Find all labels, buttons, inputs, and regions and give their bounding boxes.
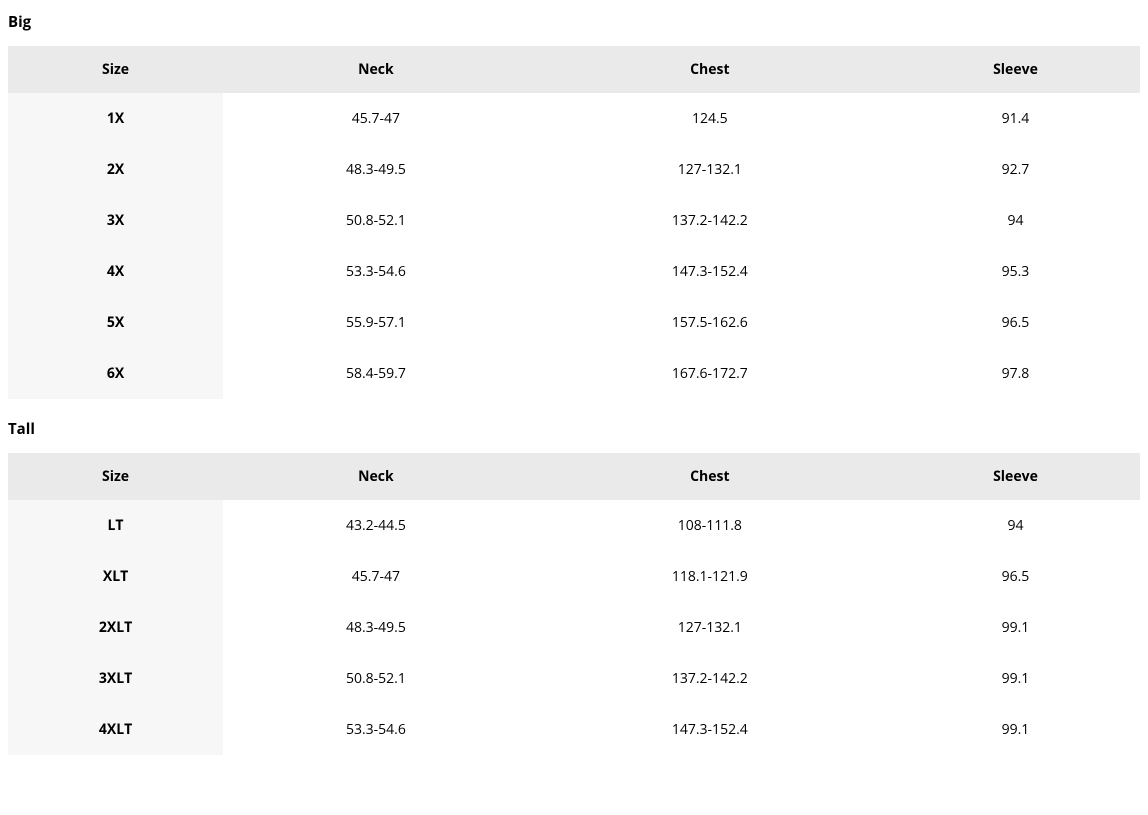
sleeve-cell: 95.3	[891, 246, 1140, 297]
col-header-sleeve: Sleeve	[891, 46, 1140, 93]
table-row: 6X 58.4-59.7 167.6-172.7 97.8	[8, 348, 1140, 399]
table-row: 4X 53.3-54.6 147.3-152.4 95.3	[8, 246, 1140, 297]
sleeve-cell: 92.7	[891, 144, 1140, 195]
table-row: 3X 50.8-52.1 137.2-142.2 94	[8, 195, 1140, 246]
col-header-size: Size	[8, 46, 223, 93]
table-row: 4XLT 53.3-54.6 147.3-152.4 99.1	[8, 704, 1140, 755]
neck-cell: 45.7-47	[223, 551, 529, 602]
section-heading-tall: Tall	[8, 419, 1140, 439]
size-cell: 2X	[8, 144, 223, 195]
size-table-big: Size Neck Chest Sleeve 1X 45.7-47 124.5 …	[8, 46, 1140, 399]
chest-cell: 127-132.1	[529, 602, 891, 653]
chest-cell: 147.3-152.4	[529, 246, 891, 297]
size-cell: 4X	[8, 246, 223, 297]
table-row: 2XLT 48.3-49.5 127-132.1 99.1	[8, 602, 1140, 653]
table-row: 1X 45.7-47 124.5 91.4	[8, 93, 1140, 144]
table-header-row: Size Neck Chest Sleeve	[8, 46, 1140, 93]
table-header-row: Size Neck Chest Sleeve	[8, 453, 1140, 500]
chest-cell: 118.1-121.9	[529, 551, 891, 602]
size-cell: 4XLT	[8, 704, 223, 755]
size-cell: LT	[8, 500, 223, 551]
sleeve-cell: 97.8	[891, 348, 1140, 399]
size-cell: 3XLT	[8, 653, 223, 704]
sleeve-cell: 96.5	[891, 297, 1140, 348]
chest-cell: 167.6-172.7	[529, 348, 891, 399]
neck-cell: 50.8-52.1	[223, 653, 529, 704]
neck-cell: 45.7-47	[223, 93, 529, 144]
col-header-neck: Neck	[223, 46, 529, 93]
sleeve-cell: 91.4	[891, 93, 1140, 144]
size-cell: 1X	[8, 93, 223, 144]
neck-cell: 43.2-44.5	[223, 500, 529, 551]
size-cell: 2XLT	[8, 602, 223, 653]
sleeve-cell: 99.1	[891, 602, 1140, 653]
col-header-sleeve: Sleeve	[891, 453, 1140, 500]
chest-cell: 137.2-142.2	[529, 195, 891, 246]
neck-cell: 55.9-57.1	[223, 297, 529, 348]
col-header-chest: Chest	[529, 46, 891, 93]
size-cell: 3X	[8, 195, 223, 246]
neck-cell: 48.3-49.5	[223, 144, 529, 195]
size-table-tall: Size Neck Chest Sleeve LT 43.2-44.5 108-…	[8, 453, 1140, 755]
chest-cell: 137.2-142.2	[529, 653, 891, 704]
chest-cell: 108-111.8	[529, 500, 891, 551]
col-header-neck: Neck	[223, 453, 529, 500]
chest-cell: 157.5-162.6	[529, 297, 891, 348]
table-row: XLT 45.7-47 118.1-121.9 96.5	[8, 551, 1140, 602]
sleeve-cell: 96.5	[891, 551, 1140, 602]
chest-cell: 124.5	[529, 93, 891, 144]
neck-cell: 50.8-52.1	[223, 195, 529, 246]
neck-cell: 53.3-54.6	[223, 704, 529, 755]
sleeve-cell: 99.1	[891, 653, 1140, 704]
chest-cell: 147.3-152.4	[529, 704, 891, 755]
table-row: LT 43.2-44.5 108-111.8 94	[8, 500, 1140, 551]
neck-cell: 48.3-49.5	[223, 602, 529, 653]
sleeve-cell: 94	[891, 195, 1140, 246]
chest-cell: 127-132.1	[529, 144, 891, 195]
section-heading-big: Big	[8, 12, 1140, 32]
size-cell: 6X	[8, 348, 223, 399]
sleeve-cell: 94	[891, 500, 1140, 551]
table-row: 5X 55.9-57.1 157.5-162.6 96.5	[8, 297, 1140, 348]
size-cell: 5X	[8, 297, 223, 348]
col-header-chest: Chest	[529, 453, 891, 500]
table-row: 3XLT 50.8-52.1 137.2-142.2 99.1	[8, 653, 1140, 704]
col-header-size: Size	[8, 453, 223, 500]
table-row: 2X 48.3-49.5 127-132.1 92.7	[8, 144, 1140, 195]
size-chart-container: Big Size Neck Chest Sleeve 1X 45.7-47 12…	[8, 12, 1140, 755]
size-cell: XLT	[8, 551, 223, 602]
neck-cell: 53.3-54.6	[223, 246, 529, 297]
neck-cell: 58.4-59.7	[223, 348, 529, 399]
sleeve-cell: 99.1	[891, 704, 1140, 755]
